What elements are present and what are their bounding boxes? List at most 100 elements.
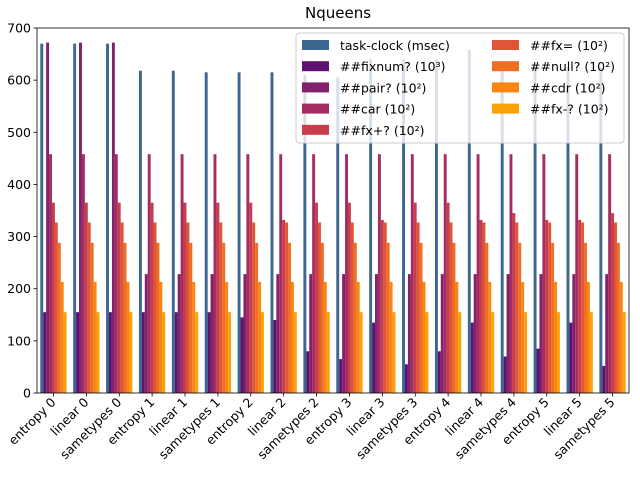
bar-4-9 (347, 202, 351, 393)
bar-4-16 (578, 219, 582, 393)
bar-7-15 (554, 281, 558, 393)
bar-5-13 (482, 222, 486, 393)
bar-1-14 (503, 356, 507, 393)
bar-1-10 (372, 322, 376, 393)
bar-0-8 (303, 74, 307, 394)
bar-7-9 (356, 281, 360, 393)
bar-0-17 (599, 67, 603, 394)
legend-swatch-5 (492, 40, 519, 50)
bar-2-13 (473, 274, 477, 393)
bar-4-8 (315, 202, 319, 393)
bar-2-16 (572, 274, 576, 393)
bar-6-5 (222, 242, 226, 393)
bar-2-7 (276, 274, 280, 393)
bar-8-10 (392, 312, 396, 393)
bar-0-1 (73, 43, 77, 393)
legend-label-8: ##fx-? (10²) (530, 102, 609, 117)
bar-6-8 (320, 242, 324, 393)
bar-3-6 (246, 154, 250, 393)
bar-0-10 (369, 59, 373, 393)
bar-8-7 (293, 312, 297, 393)
bar-5-8 (318, 222, 321, 393)
bar-2-4 (177, 274, 181, 393)
bar-5-4 (186, 222, 190, 393)
bar-5-2 (120, 222, 124, 393)
bar-8-2 (129, 312, 133, 393)
legend-label-4: ##fx+? (10²) (340, 123, 425, 138)
bar-0-16 (566, 67, 570, 394)
bar-1-0 (43, 312, 47, 393)
bar-4-0 (51, 202, 55, 393)
bar-6-16 (584, 242, 587, 393)
bar-3-8 (312, 154, 316, 393)
bar-7-2 (126, 281, 130, 393)
bar-3-2 (114, 154, 118, 393)
bar-0-12 (434, 59, 438, 393)
bar-7-0 (60, 281, 64, 393)
bar-6-6 (255, 242, 259, 393)
bar-5-10 (383, 222, 387, 393)
bar-2-14 (506, 274, 510, 393)
bar-1-17 (602, 365, 606, 393)
legend-swatch-2 (302, 82, 329, 93)
bar-5-11 (416, 222, 420, 393)
bar-8-6 (261, 312, 264, 393)
bar-5-17 (614, 222, 617, 393)
bar-5-14 (515, 222, 519, 393)
legend-swatch-0 (302, 40, 329, 50)
bar-8-1 (96, 312, 100, 393)
bar-0-0 (40, 43, 44, 393)
bar-2-17 (605, 274, 609, 393)
bar-5-6 (252, 222, 256, 393)
bar-0-11 (402, 59, 405, 393)
bar-1-11 (404, 364, 408, 393)
bar-6-10 (386, 242, 390, 393)
bar-2-9 (342, 274, 346, 393)
bar-7-14 (521, 281, 525, 393)
bar-6-14 (518, 242, 522, 393)
legend-swatch-4 (302, 124, 329, 135)
bar-4-5 (216, 202, 220, 393)
bars-group (40, 42, 626, 394)
legend-label-1: ##fixnum? (10³) (340, 59, 446, 74)
bar-6-2 (123, 242, 127, 393)
bar-7-7 (290, 281, 294, 393)
bar-5-9 (350, 222, 354, 393)
bar-0-14 (500, 64, 504, 393)
plot-frame (36, 27, 630, 394)
bar-2-12 (440, 274, 444, 393)
bar-7-8 (323, 281, 327, 393)
legend-label-3: ##car (10²) (340, 102, 415, 117)
bar-4-2 (117, 202, 121, 393)
legend-label-0: task-clock (msec) (340, 38, 450, 53)
bar-0-3 (138, 70, 142, 393)
bar-3-14 (509, 154, 513, 393)
bar-3-4 (180, 154, 184, 393)
bar-5-0 (54, 222, 58, 393)
bar-3-0 (49, 154, 52, 393)
bar-4-12 (446, 202, 450, 393)
bar-0-15 (533, 65, 537, 393)
bar-4-6 (249, 202, 253, 393)
bar-6-13 (485, 242, 489, 393)
bar-2-1 (79, 42, 82, 393)
bar-6-4 (189, 242, 193, 393)
bar-4-15 (545, 219, 549, 393)
bar-1-12 (437, 351, 441, 393)
bar-7-3 (159, 281, 163, 393)
bar-5-3 (153, 222, 157, 393)
bar-2-10 (375, 274, 378, 393)
bar-1-16 (569, 322, 573, 393)
y-tick-label-0: 0 (23, 386, 31, 401)
legend-swatch-7 (492, 82, 519, 93)
y-tick-label-5: 500 (7, 125, 31, 140)
bar-0-5 (204, 72, 208, 393)
bar-0-13 (467, 49, 471, 394)
bar-8-5 (228, 312, 232, 393)
bar-8-17 (622, 312, 626, 393)
bar-4-4 (183, 202, 187, 393)
bar-4-13 (479, 219, 483, 393)
bar-2-6 (243, 274, 247, 393)
bar-3-13 (476, 154, 480, 393)
bar-8-0 (63, 312, 67, 393)
